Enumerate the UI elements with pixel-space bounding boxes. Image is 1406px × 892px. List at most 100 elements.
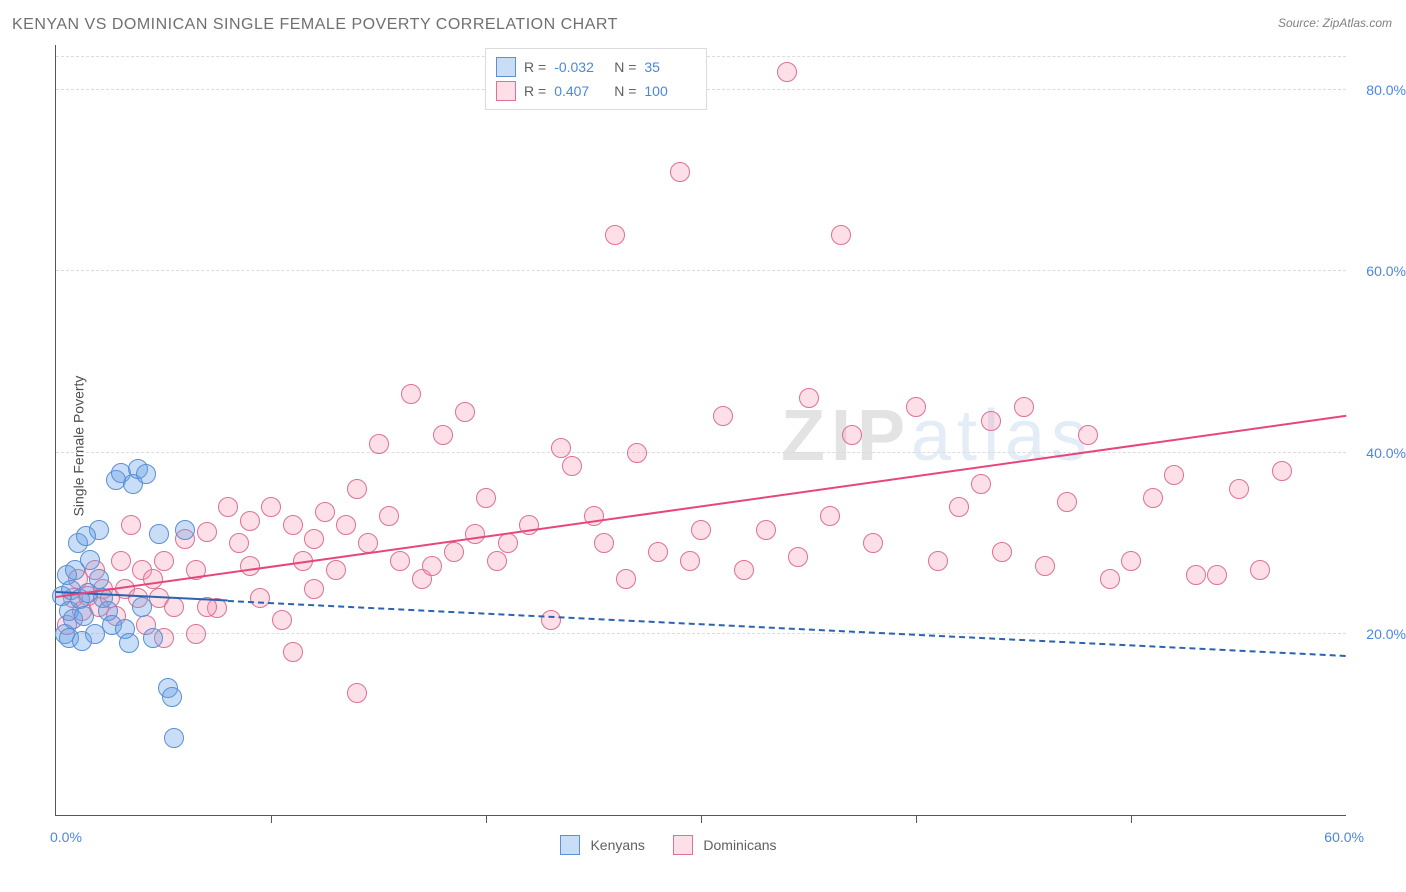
data-point [76,526,96,546]
data-point [433,425,453,445]
data-point [143,628,163,648]
data-point [422,556,442,576]
data-point [680,551,700,571]
data-point [1035,556,1055,576]
data-point [283,515,303,535]
data-point [315,502,335,522]
x-tick [701,815,702,823]
data-point [218,497,238,517]
data-point [487,551,507,571]
n-label: N = [614,55,636,79]
data-point [164,728,184,748]
data-point [498,533,518,553]
data-point [186,624,206,644]
data-point [756,520,776,540]
data-point [788,547,808,567]
data-point [261,497,281,517]
data-point [971,474,991,494]
data-point [713,406,733,426]
data-point [164,597,184,617]
swatch-kenyans [560,835,580,855]
data-point [1078,425,1098,445]
data-point [981,411,1001,431]
data-point [831,225,851,245]
data-point [1186,565,1206,585]
legend-row-kenyans: R = -0.032 N = 35 [496,55,696,79]
data-point [992,542,1012,562]
data-point [842,425,862,445]
data-point [1143,488,1163,508]
data-point [80,550,100,570]
y-tick-label: 60.0% [1366,263,1406,279]
data-point [465,524,485,544]
source-credit: Source: ZipAtlas.com [1278,16,1392,30]
data-point [734,560,754,580]
x-tick-label-min: 0.0% [50,829,82,845]
data-point [336,515,356,535]
r-value-dominicans: 0.407 [554,79,606,103]
legend-label-kenyans: Kenyans [590,837,644,853]
data-point [541,610,561,630]
data-point [154,551,174,571]
data-point [149,524,169,544]
data-point [229,533,249,553]
legend-item-dominicans: Dominicans [673,835,777,855]
data-point [283,642,303,662]
data-point [799,388,819,408]
series-legend: Kenyans Dominicans [560,835,777,855]
data-point [1014,397,1034,417]
data-point [162,687,182,707]
data-point [627,443,647,463]
n-label: N = [614,79,636,103]
data-point [119,633,139,653]
data-point [197,522,217,542]
data-point [304,579,324,599]
data-point [616,569,636,589]
legend-label-dominicans: Dominicans [703,837,776,853]
data-point [594,533,614,553]
data-point [111,551,131,571]
data-point [928,551,948,571]
trendline-a-ext [228,600,1346,657]
data-point [444,542,464,562]
data-point [455,402,475,422]
data-point [476,488,496,508]
correlation-legend: R = -0.032 N = 35 R = 0.407 N = 100 [485,48,707,110]
data-point [369,434,389,454]
data-point [401,384,421,404]
n-value-kenyans: 35 [644,55,696,79]
data-point [74,606,94,626]
data-point [1057,492,1077,512]
data-point [143,569,163,589]
x-tick [486,815,487,823]
swatch-dominicans [673,835,693,855]
data-point [648,542,668,562]
data-point [1229,479,1249,499]
swatch-dominicans [496,81,516,101]
data-point [1207,565,1227,585]
data-point [121,515,141,535]
data-point [820,506,840,526]
plot-area: ZIPatlas 20.0%40.0%60.0%80.0%0.0%60.0% [55,45,1346,816]
data-point [605,225,625,245]
y-tick-label: 80.0% [1366,82,1406,98]
data-point [906,397,926,417]
gridline [56,633,1346,634]
n-value-dominicans: 100 [644,79,696,103]
data-point [863,533,883,553]
data-point [691,520,711,540]
data-point [132,597,152,617]
r-value-kenyans: -0.032 [554,55,606,79]
data-point [379,506,399,526]
data-point [1250,560,1270,580]
r-label: R = [524,79,546,103]
y-tick-label: 20.0% [1366,626,1406,642]
data-point [89,569,109,589]
data-point [949,497,969,517]
gridline [56,270,1346,271]
swatch-kenyans [496,57,516,77]
data-point [304,529,324,549]
data-point [347,479,367,499]
data-point [240,556,260,576]
legend-row-dominicans: R = 0.407 N = 100 [496,79,696,103]
